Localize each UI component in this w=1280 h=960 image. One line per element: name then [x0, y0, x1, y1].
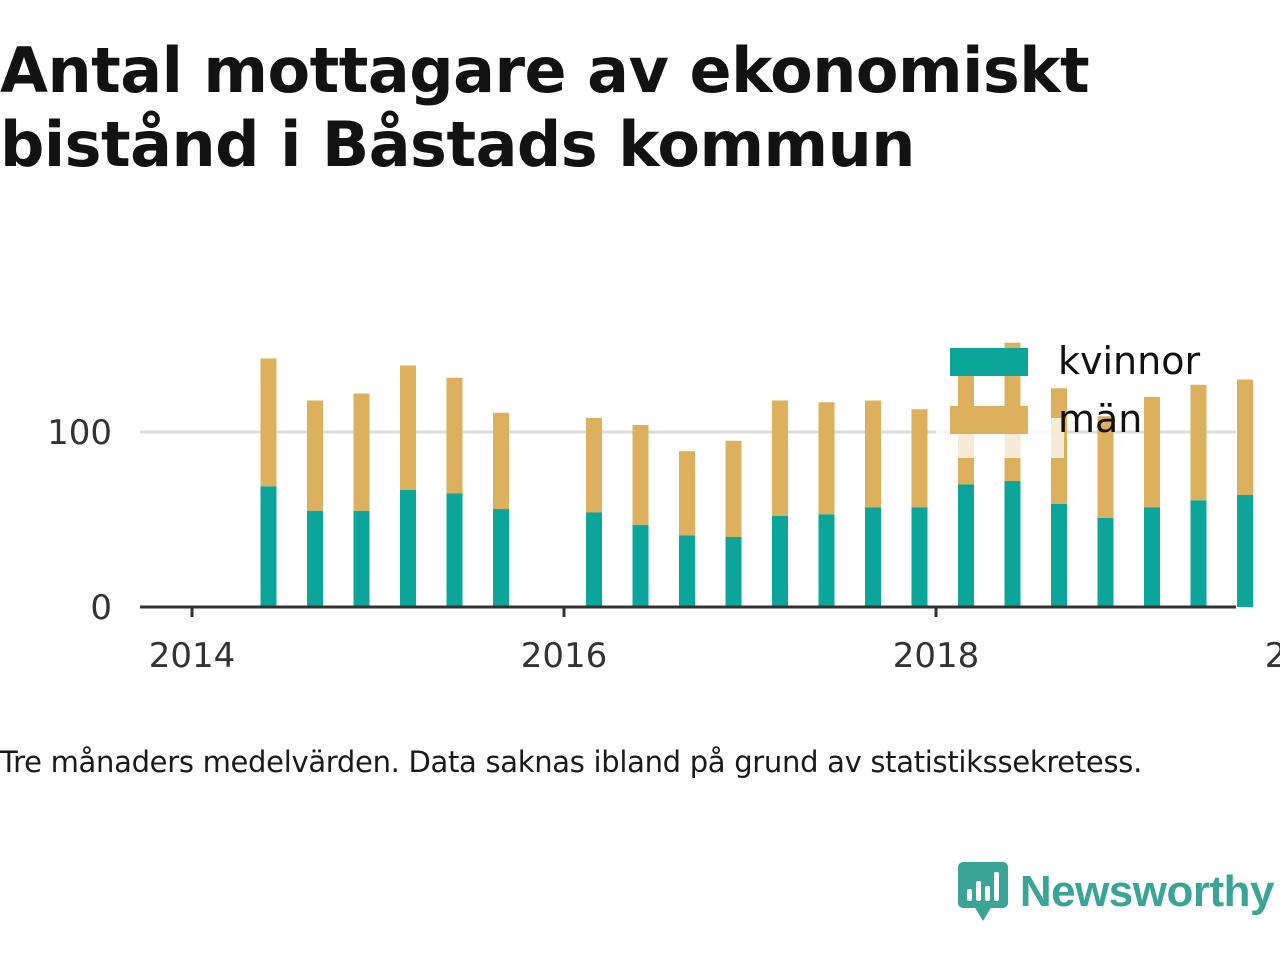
x-tick-label: 2018	[893, 636, 980, 676]
bar-man	[1190, 384, 1207, 501]
bar-kvinnor	[1051, 503, 1067, 607]
bar-man	[353, 393, 370, 511]
x-tick-label: 2016	[521, 636, 608, 676]
bar-kvinnor	[911, 507, 928, 607]
bar-man	[911, 409, 928, 508]
bar-kvinnor	[260, 486, 277, 607]
legend: kvinnor män	[936, 339, 1200, 458]
y-tick-label: 100	[47, 413, 112, 453]
bar-man	[493, 412, 509, 509]
bar-kvinnor	[446, 493, 463, 607]
bar-man	[772, 400, 788, 516]
bar-man	[679, 451, 695, 536]
x-tick-label: 2020	[1265, 636, 1280, 676]
bar-kvinnor	[586, 512, 602, 607]
bar-kvinnor	[307, 510, 323, 607]
bar-kvinnor	[1004, 481, 1021, 607]
legend-swatch	[950, 348, 1028, 376]
bar-kvinnor	[1144, 507, 1160, 607]
bar-kvinnor	[493, 509, 509, 607]
bar-kvinnor	[772, 516, 788, 607]
brand-logo[interactable]: Newsworthy	[957, 862, 1275, 922]
bar-kvinnor	[400, 489, 416, 607]
bar-kvinnor	[958, 484, 974, 607]
brand-name: Newsworthy	[1019, 867, 1275, 916]
bar-kvinnor	[818, 514, 835, 607]
bar-man	[1144, 397, 1160, 508]
bar-man	[1237, 379, 1253, 495]
axes: 0100201420162018202020222024	[47, 413, 1280, 676]
bar-man	[865, 400, 881, 508]
bar-kvinnor	[679, 535, 695, 607]
newsworthy-logo-icon	[957, 862, 1008, 921]
legend-swatch	[950, 406, 1028, 434]
bar-man	[400, 365, 416, 490]
legend-label: män	[1058, 397, 1142, 441]
bar-man	[446, 377, 463, 494]
bar-kvinnor	[725, 537, 742, 607]
y-tick-label: 0	[90, 588, 112, 628]
bar-man	[586, 418, 602, 513]
bar-kvinnor	[632, 524, 649, 607]
bar-kvinnor	[1237, 495, 1253, 607]
bar-man	[260, 358, 277, 487]
x-tick-label: 2014	[149, 636, 236, 676]
chart-title: Antal mottagare av ekonomiskt bistånd i …	[0, 34, 1090, 181]
bar-man	[632, 425, 649, 525]
bar-kvinnor	[1097, 517, 1114, 607]
legend-label: kvinnor	[1058, 339, 1200, 383]
bar-man	[1097, 416, 1114, 518]
bar-kvinnor	[1190, 500, 1207, 607]
bar-man	[818, 402, 835, 515]
bar-kvinnor	[353, 510, 370, 607]
bar-man	[725, 440, 742, 537]
chart-footnote: Tre månaders medelvärden. Data saknas ib…	[0, 745, 1142, 779]
bar-man	[307, 400, 323, 511]
bar-kvinnor	[865, 507, 881, 607]
